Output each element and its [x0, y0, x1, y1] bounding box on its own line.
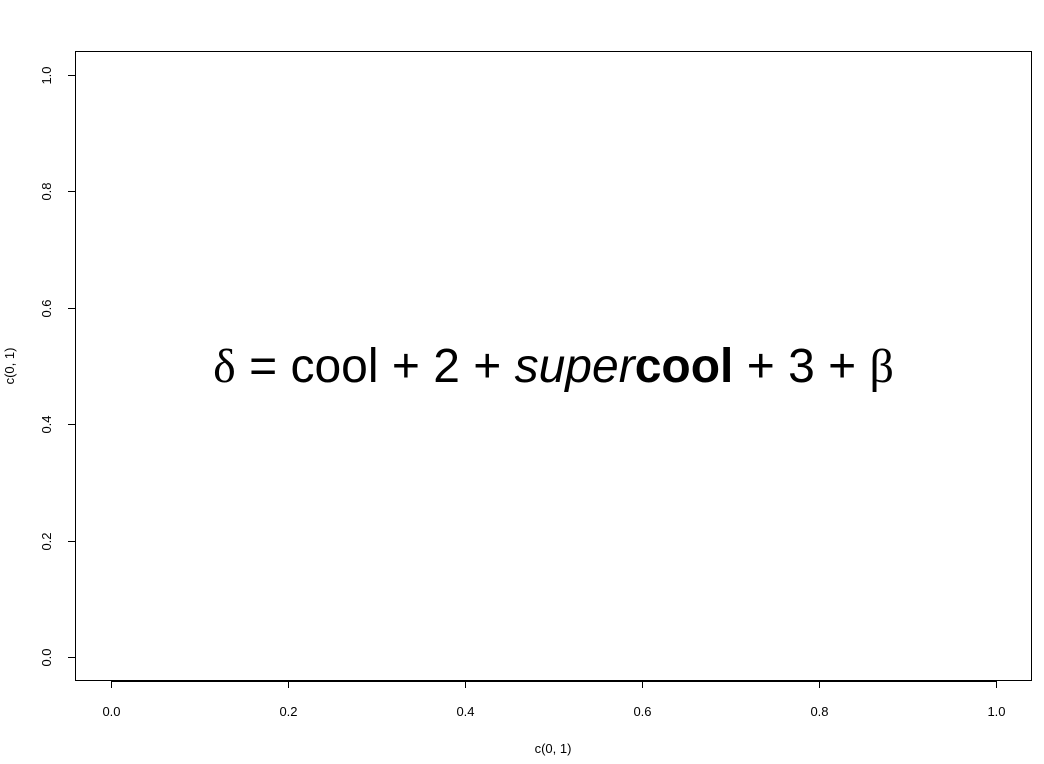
y-tick-label: 0.6	[39, 299, 54, 317]
beta-symbol: β	[869, 340, 893, 393]
y-tick-label: 1.0	[39, 66, 54, 84]
plus-sign-3: +	[733, 340, 788, 393]
x-axis: 0.0 0.2 0.4 0.6 0.8 1.0	[102, 681, 1006, 719]
x-tick-label: 0.0	[102, 704, 120, 719]
term-2: 2	[433, 340, 460, 393]
term-3: 3	[788, 340, 815, 393]
math-annotation: δ = cool + 2 + supercool + 3 + β	[213, 340, 894, 393]
x-tick-label: 0.4	[456, 704, 474, 719]
x-tick-label: 0.6	[633, 704, 651, 719]
term-cool-bold: cool	[635, 340, 734, 393]
equals-sign: =	[236, 340, 291, 393]
term-cool: cool	[290, 340, 378, 393]
y-axis: 0.0 0.2 0.4 0.6 0.8 1.0	[39, 66, 76, 667]
x-axis-title: c(0, 1)	[535, 741, 572, 756]
plus-sign-2: +	[460, 340, 515, 393]
y-axis-title: c(0, 1)	[2, 348, 17, 385]
term-super-italic: super	[515, 340, 637, 393]
delta-symbol: δ	[213, 340, 236, 393]
y-tick-label: 0.2	[39, 532, 54, 550]
y-tick-label: 0.0	[39, 648, 54, 666]
y-tick-label: 0.4	[39, 415, 54, 433]
plus-sign-1: +	[379, 340, 434, 393]
x-tick-label: 0.8	[810, 704, 828, 719]
x-tick-label: 1.0	[987, 704, 1005, 719]
x-tick-label: 0.2	[279, 704, 297, 719]
plus-sign-4: +	[815, 340, 870, 393]
y-tick-label: 0.8	[39, 182, 54, 200]
